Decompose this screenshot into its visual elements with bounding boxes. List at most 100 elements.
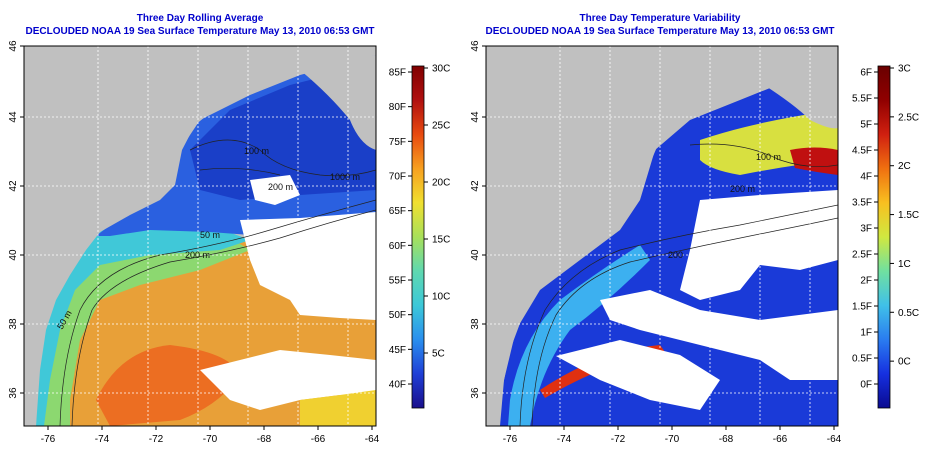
right-cloud-mask-3 — [556, 340, 720, 410]
right-colorbar-f-label: 5F — [860, 120, 872, 131]
right-colorbar-c-label: 1C — [898, 259, 911, 270]
left-lon-tick-label: -72 — [149, 434, 164, 445]
right-lon-tick-label: -74 — [557, 434, 572, 445]
right-map-subtitle: DECLOUDED NOAA 19 Sea Surface Temperatur… — [485, 26, 835, 37]
left-map-frame — [23, 45, 377, 427]
left-map-title: Three Day Rolling Average — [136, 13, 264, 24]
left-ocean-yellow-corner — [300, 390, 376, 426]
left-colorbar-f-label: 45F — [389, 345, 406, 356]
left-colorbar-f-label: 60F — [389, 241, 406, 252]
left-lat-tick-label: 38 — [8, 318, 19, 330]
right-isobaths — [519, 143, 838, 426]
left-lon-tick-label: -66 — [311, 434, 326, 445]
right-colorbar-f-label: 3.5F — [852, 198, 872, 209]
right-lon-tick-label: -76 — [503, 434, 518, 445]
left-map: 100 m 200 m 1000 m 50 m 200 m 50 m — [24, 46, 376, 426]
left-colorbar-c-label: 15C — [432, 235, 450, 246]
left-lat-tick-label: 36 — [8, 387, 19, 399]
left-colorbar-c-label: 20C — [432, 178, 450, 189]
left-grid — [24, 46, 376, 426]
left-depth-label-3: 50 m — [200, 230, 220, 240]
right-lat-tick-label: 42 — [470, 180, 481, 192]
right-cloud-mask-2 — [600, 290, 838, 380]
left-axes: 46 44 42 40 38 36 -76 -74 -72 -70 -68 -66 -64 — [8, 40, 380, 445]
right-colorbar-f-label: 2F — [860, 276, 872, 287]
left-land-nova-scotia — [300, 55, 376, 150]
right-colorbar-f-label: 4F — [860, 172, 872, 183]
right-colorbar-c-label: 1.5C — [898, 210, 919, 221]
right-colorbar-f-label: 2.5F — [852, 250, 872, 261]
left-lon-tick-label: -70 — [203, 434, 218, 445]
left-depth-label-2: 1000 m — [330, 172, 360, 182]
right-lat-tick-label: 38 — [470, 318, 481, 330]
right-lat-tick-label: 40 — [470, 249, 481, 261]
right-depth-label-1: 200 m — [730, 184, 755, 194]
right-axes: 46 44 42 40 38 36 -76 -74 -72 -70 -68 -66 -64 — [470, 40, 842, 445]
left-lon-tick-label: -74 — [95, 434, 110, 445]
right-colorbar-c-label: 3C — [898, 64, 911, 75]
right-title-block: Three Day Temperature Variability DECLOU… — [470, 12, 850, 38]
left-colorbar-c-label: 10C — [432, 292, 450, 303]
left-depth-label-0: 100 m — [244, 146, 269, 156]
right-colorbar — [877, 65, 891, 409]
right-colorbar-f-label: 3F — [860, 224, 872, 235]
left-lat-tick-label: 40 — [8, 249, 19, 261]
left-cloud-mask — [240, 212, 376, 320]
left-colorbar-f-label: 50F — [389, 310, 406, 321]
left-colorbar-f-label: 65F — [389, 206, 406, 217]
right-lat-tick-label: 36 — [470, 387, 481, 399]
right-lat-tick-label: 46 — [470, 40, 481, 52]
left-lat-tick-label: 46 — [8, 40, 19, 52]
right-map-title: Three Day Temperature Variability — [579, 13, 741, 24]
right-map: 100 m 200 m 200 — [486, 46, 838, 426]
right-depth-label-2: 200 — [668, 250, 683, 260]
left-colorbar-f-label: 70F — [389, 172, 406, 183]
right-lat-tick-label: 44 — [470, 111, 481, 123]
left-lat-tick-label: 44 — [8, 111, 19, 123]
left-map-subtitle: DECLOUDED NOAA 19 Sea Surface Temperatur… — [25, 26, 375, 37]
left-colorbar-f-label: 40F — [389, 380, 406, 391]
right-colorbar-f-label: 1F — [860, 328, 872, 339]
left-land-us-coast — [24, 46, 376, 426]
right-lon-tick-label: -64 — [827, 434, 842, 445]
left-colorbar-c-label: 30C — [432, 64, 450, 75]
left-colorbar-f-label: 85F — [389, 68, 406, 79]
right-depth-label-0: 100 m — [756, 152, 781, 162]
right-map-frame — [485, 45, 839, 427]
left-colorbar-c-label: 5C — [432, 349, 445, 360]
left-ocean-teal-band — [36, 222, 250, 426]
right-cloud-mask — [680, 190, 838, 300]
right-ocean-hot-spot — [790, 147, 838, 175]
left-colorbar-f-label: 80F — [389, 102, 406, 113]
right-colorbar-labels: 6F 5.5F 5F 4.5F 4F 3.5F 3F 2.5F 2F 1.5F 1F 0.5F 0F 3C… — [852, 64, 919, 391]
right-lon-tick-label: -70 — [665, 434, 680, 445]
left-colorbar-f-label: 75F — [389, 137, 406, 148]
left-lon-tick-label: -68 — [257, 434, 272, 445]
left-colorbar — [411, 65, 425, 409]
right-colorbar-c-label: 0C — [898, 357, 911, 368]
right-colorbar-c-label: 0.5C — [898, 308, 919, 319]
right-colorbar-f-label: 6F — [860, 68, 872, 79]
left-lon-tick-label: -76 — [41, 434, 56, 445]
left-colorbar-f-label: 55F — [389, 276, 406, 287]
left-depth-label-1: 200 m — [268, 182, 293, 192]
left-ocean-deep-blue — [190, 66, 376, 200]
right-land-nova-scotia — [740, 46, 838, 129]
right-colorbar-c-label: 2C — [898, 161, 911, 172]
left-lon-tick-label: -64 — [365, 434, 380, 445]
left-colorbar-c-label: 25C — [432, 121, 450, 132]
left-title-block: Three Day Rolling Average DECLOUDED NOAA… — [20, 12, 380, 38]
right-colorbar-f-label: 4.5F — [852, 146, 872, 157]
left-lat-tick-label: 42 — [8, 180, 19, 192]
right-lon-tick-label: -72 — [611, 434, 626, 445]
right-colorbar-c-label: 2.5C — [898, 112, 919, 123]
right-grid — [486, 46, 838, 426]
left-cloud-mask-3 — [250, 175, 300, 205]
right-colorbar-f-label: 5.5F — [852, 94, 872, 105]
right-colorbar-f-label: 0F — [860, 380, 872, 391]
left-ocean-green-shelf — [44, 228, 250, 426]
right-lon-tick-label: -68 — [719, 434, 734, 445]
left-cloud-mask-2 — [200, 350, 376, 410]
right-colorbar-f-label: 0.5F — [852, 354, 872, 365]
